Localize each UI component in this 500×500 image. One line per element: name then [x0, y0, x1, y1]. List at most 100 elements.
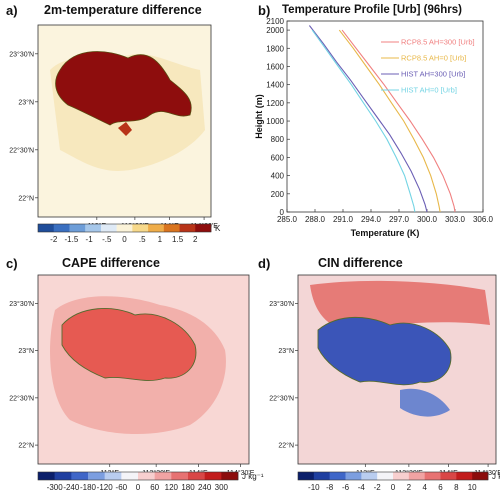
colorbar-segment	[408, 472, 425, 480]
x-tick-label: 306.0	[473, 215, 494, 224]
map-d-negative-patch	[400, 388, 450, 417]
lat-tick-label: 22°N	[18, 442, 34, 450]
colorbar-tick-label: 120	[165, 483, 179, 492]
colorbar-tick-label: -60	[116, 483, 128, 492]
colorbar-tick-label: 60	[150, 483, 159, 492]
colorbar-tick-label: -240	[63, 483, 80, 492]
colorbar-segment	[377, 472, 394, 480]
colorbar-segment	[69, 224, 86, 232]
colorbar-tick-label: 2	[193, 235, 198, 244]
colorbar-segment	[148, 224, 165, 232]
colorbar-tick-label: -180	[80, 483, 97, 492]
colorbar-tick-label: 240	[198, 483, 212, 492]
colorbar-segment	[345, 472, 362, 480]
map-d: 113°E113°30'E114°E114°30'E 23°30'N23°N22…	[269, 274, 500, 477]
map-d-negative-region	[317, 317, 452, 386]
lat-tick-label: 22°30'N	[9, 146, 34, 154]
colorbar-tick-label: -.5	[102, 235, 112, 244]
colorbar-segment	[54, 472, 72, 480]
colorbar-tick-label: -6	[342, 483, 350, 492]
colorbar-tick-label: 4	[422, 483, 427, 492]
colorbar-segment	[100, 224, 117, 232]
colorbar-tick-label: 1	[158, 235, 163, 244]
map-a-lat-ticks: 23°30'N 23°N 22°30'N 22°N	[9, 50, 38, 202]
y-tick-label: 2100	[266, 17, 284, 26]
legend-label-4: HIST AH=0 [Urb]	[401, 86, 457, 95]
y-tick-label: 2000	[266, 26, 284, 35]
map-d-lat-ticks: 23°30'N 23°N 22°30'N 22°N	[269, 300, 298, 450]
lat-tick-label: 23°N	[18, 98, 34, 106]
colorbar-outline	[297, 471, 489, 481]
colorbar-segment	[85, 224, 102, 232]
map-c-high-region	[61, 307, 197, 381]
panel-label-d: d)	[258, 256, 271, 271]
map-c: 113°E113°30'E114°E114°30'E 23°30'N23°N22…	[9, 274, 255, 477]
x-tick-label: 303.0	[445, 215, 466, 224]
colorbar-segment	[179, 224, 196, 232]
colorbar-segment	[171, 472, 189, 480]
plot-area	[286, 20, 484, 213]
lat-tick-label: 23°30'N	[9, 50, 34, 58]
lat-tick-label: 22°30'N	[9, 394, 34, 402]
colorbar-segment	[204, 472, 222, 480]
lon-tick-label: 114°30'E	[227, 469, 255, 477]
colorbar-segment	[121, 472, 139, 480]
map-a: 113°E113°30'E114°E114°30'E 23°30'N23°N22…	[9, 24, 218, 230]
colorbar-tick-label: -1.5	[65, 235, 79, 244]
panel-a-title: 2m-temperature difference	[44, 3, 202, 17]
colorbar-segment	[38, 224, 55, 232]
x-tick-label: 285.0	[277, 215, 298, 224]
colorbar-segment	[472, 472, 489, 480]
colorbar-segment	[195, 224, 212, 232]
lat-tick-label: 23°N	[278, 347, 294, 355]
colorbar-tick-label: -10	[308, 483, 320, 492]
colorbar-segment	[424, 472, 441, 480]
colorbar-segment	[154, 472, 172, 480]
panel-label-c: c)	[6, 256, 18, 271]
colorbar-tick-label: -120	[97, 483, 114, 492]
lat-tick-label: 23°N	[18, 347, 34, 355]
colorbar-segment	[163, 224, 180, 232]
legend-label-1: RCP8.5 AH=300 [Urb]	[401, 38, 475, 47]
colorbar-segment	[132, 224, 149, 232]
colorbar-tick-label: -1	[86, 235, 94, 244]
panel-c-title: CAPE difference	[62, 256, 160, 270]
colorbar-d: -10 -8 -6 -4 -2 0 2 4 6 8 10 J kg⁻¹	[297, 471, 500, 492]
y-tick-label: 800	[271, 135, 285, 144]
series-line-2	[338, 29, 441, 213]
colorbar-segment	[221, 472, 239, 480]
colorbar-tick-label: -4	[358, 483, 366, 492]
temperature-profile-chart: 285.0 288.0 291.0 294.0 297.0 300.0 303.0 306.0…	[254, 17, 494, 238]
map-c-lat-ticks: 23°30'N 23°N 22°30'N 22°N	[9, 300, 38, 450]
colorbar-tick-label: 0	[391, 483, 396, 492]
lat-tick-label: 22°N	[18, 194, 34, 202]
map-a-hot-spot	[118, 122, 132, 136]
colorbar-outline	[37, 223, 212, 233]
colorbar-segment	[298, 472, 315, 480]
colorbar-segment	[138, 472, 155, 480]
colorbar-tick-label: -8	[326, 483, 334, 492]
x-tick-label: 300.0	[417, 215, 438, 224]
y-tick-label: 1600	[266, 62, 284, 71]
colorbar-tick-label: 1.5	[172, 235, 184, 244]
y-tick-label: 1000	[266, 117, 284, 126]
colorbar-segment	[88, 472, 105, 480]
colorbar-segment	[104, 472, 122, 480]
colorbar-unit: J kg⁻¹	[242, 472, 264, 481]
colorbar-outline	[37, 471, 239, 481]
y-tick-label: 600	[271, 153, 285, 162]
colorbar-tick-label: -2	[374, 483, 382, 492]
series-line-3	[308, 25, 428, 213]
colorbar-tick-label: 0	[122, 235, 127, 244]
colorbar-segment	[53, 224, 70, 232]
colorbar-segment	[313, 472, 330, 480]
x-tick-label: 288.0	[305, 215, 326, 224]
y-tick-label: 0	[280, 208, 285, 217]
map-a-hot-region	[55, 51, 192, 126]
colorbar-tick-label: 2	[407, 483, 412, 492]
panel-label-a: a)	[6, 3, 18, 18]
panel-b-title: Temperature Profile [Urb] (96hrs)	[282, 4, 462, 16]
colorbar-tick-label: 300	[215, 483, 229, 492]
colorbar-unit: K	[215, 224, 221, 233]
colorbar-c: -300 -240 -180 -120 -60 0 60 120 180 240 300 J kg⁻¹	[37, 471, 264, 492]
